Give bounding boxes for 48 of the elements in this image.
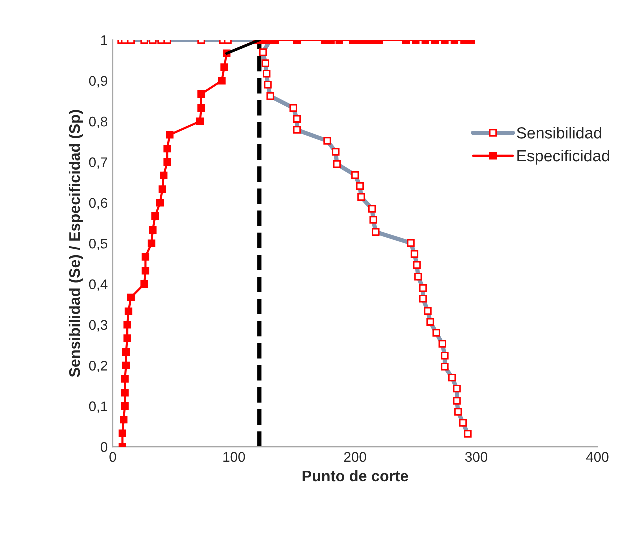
y-tick-label: 0,7 [89,158,108,170]
point [142,253,150,261]
point [124,321,132,329]
point [148,240,156,248]
x-tick-label: 200 [344,452,366,462]
point [127,294,135,302]
x-tick-label: 100 [224,452,246,462]
point [164,145,172,153]
point [122,362,130,370]
point [198,90,206,98]
y-tick-label: 0,8 [89,116,108,128]
point [164,158,172,166]
point [220,64,228,72]
point [166,131,174,139]
point [122,348,130,356]
point [198,104,206,112]
point [149,226,157,234]
point [160,172,168,180]
legend-label: Especificidad [518,150,610,165]
point [121,402,129,410]
x-axis-title: Punto de corte [302,470,408,482]
y-tick-label: 0,4 [89,280,108,292]
x-tick-label: 300 [465,452,488,462]
point [140,280,148,288]
y-tick-label: 0,2 [89,360,108,372]
y-tick-label: 0,6 [89,198,108,210]
point [118,430,127,438]
y-tick-label: 0,1 [89,402,108,414]
x-tick-label: 400 [586,452,609,462]
x-tick-label: 0 [110,452,116,462]
legend-label: Sensibilidad [517,127,602,139]
y-tick-label: 1 [101,36,108,46]
y-axis-title: Sensibilidad (Se) / Especificidad (Sp) [69,110,84,378]
y-tick-label: 0,9 [89,76,108,88]
point [121,375,129,383]
y-tick-label: 0,3 [89,320,108,332]
point [156,199,164,207]
point [142,267,150,275]
y-tick-label: 0 [100,442,108,452]
point [124,334,132,342]
point [196,118,204,126]
point [152,212,160,220]
point [158,186,166,194]
point [120,416,128,424]
point [124,308,133,316]
point [121,389,129,397]
y-tick-label: 0,5 [89,238,108,250]
point [218,77,226,85]
